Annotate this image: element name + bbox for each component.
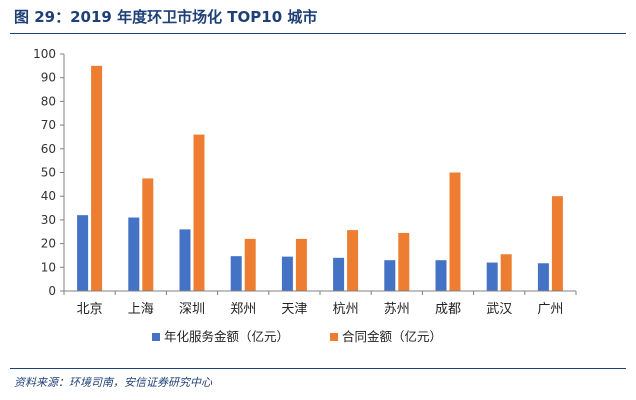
title-divider bbox=[10, 33, 626, 34]
bar-series-2-9 bbox=[500, 254, 512, 291]
y-tick-label: 50 bbox=[41, 166, 56, 180]
x-tick-label: 广州 bbox=[537, 302, 563, 317]
bar-series-2-5 bbox=[295, 238, 307, 291]
bar-series-2-2 bbox=[142, 178, 154, 291]
bar-series-2-3 bbox=[193, 134, 205, 291]
legend-label-2: 合同金额（亿元） bbox=[342, 329, 442, 344]
x-tick-label: 成都 bbox=[435, 302, 461, 317]
bar-series-1-10 bbox=[537, 263, 549, 291]
x-tick-label: 杭州 bbox=[333, 302, 359, 317]
y-tick-label: 80 bbox=[41, 94, 56, 108]
legend: 年化服务金额（亿元） 合同金额（亿元） bbox=[152, 329, 442, 344]
x-axis: 北京 上海 深圳 郑州 天津 杭州 苏州 成都 武汉 广州 bbox=[63, 290, 577, 317]
y-tick-label: 0 bbox=[48, 284, 56, 298]
bar-series-2-8 bbox=[449, 172, 461, 291]
y-tick-label: 60 bbox=[41, 142, 56, 156]
bars bbox=[77, 65, 563, 291]
x-tick-label: 天津 bbox=[281, 302, 307, 317]
bar-series-1-5 bbox=[281, 256, 293, 291]
x-tick-label: 苏州 bbox=[384, 301, 410, 317]
x-tick-label: 上海 bbox=[128, 302, 154, 317]
bar-series-1-9 bbox=[486, 262, 498, 291]
legend-swatch-2 bbox=[330, 333, 338, 341]
y-tick-label: 90 bbox=[41, 71, 56, 85]
y-tick-label: 10 bbox=[41, 260, 56, 274]
y-tick-label: 70 bbox=[41, 118, 56, 132]
bar-series-1-2 bbox=[128, 217, 140, 291]
x-tick-label: 武汉 bbox=[486, 302, 512, 317]
y-tick-label: 100 bbox=[33, 47, 56, 61]
y-tick-label: 30 bbox=[41, 213, 56, 227]
y-tick-label: 40 bbox=[41, 189, 56, 203]
bar-series-2-1 bbox=[91, 65, 103, 291]
figure-title: 图 29：2019 年度环卫市场化 TOP10 城市 bbox=[14, 8, 318, 26]
bar-series-2-6 bbox=[347, 230, 359, 291]
bar-series-2-7 bbox=[398, 232, 410, 291]
bar-series-1-8 bbox=[435, 260, 447, 291]
bar-series-1-6 bbox=[333, 257, 345, 291]
y-tick-label: 20 bbox=[41, 237, 56, 251]
bar-series-1-7 bbox=[384, 260, 396, 291]
source-divider bbox=[10, 368, 626, 369]
bar-series-2-10 bbox=[551, 196, 563, 291]
source-note: 资料来源：环境司南，安信证券研究中心 bbox=[14, 376, 212, 389]
bar-series-1-4 bbox=[230, 256, 242, 291]
bar-chart: 0 10 20 30 40 50 60 70 80 90 100 北京 上海 深圳 郑州 天津 杭州 苏州 成都 武… bbox=[33, 47, 577, 344]
y-axis: 0 10 20 30 40 50 60 70 80 90 100 bbox=[33, 47, 65, 298]
x-tick-label: 北京 bbox=[77, 302, 103, 317]
legend-swatch-1 bbox=[152, 333, 160, 341]
bar-series-1-1 bbox=[77, 215, 89, 291]
legend-label-1: 年化服务金额（亿元） bbox=[164, 329, 289, 344]
x-tick-label: 郑州 bbox=[230, 302, 256, 317]
bar-series-2-4 bbox=[244, 238, 256, 291]
bar-series-1-3 bbox=[179, 229, 191, 291]
x-tick-label: 深圳 bbox=[179, 302, 205, 317]
